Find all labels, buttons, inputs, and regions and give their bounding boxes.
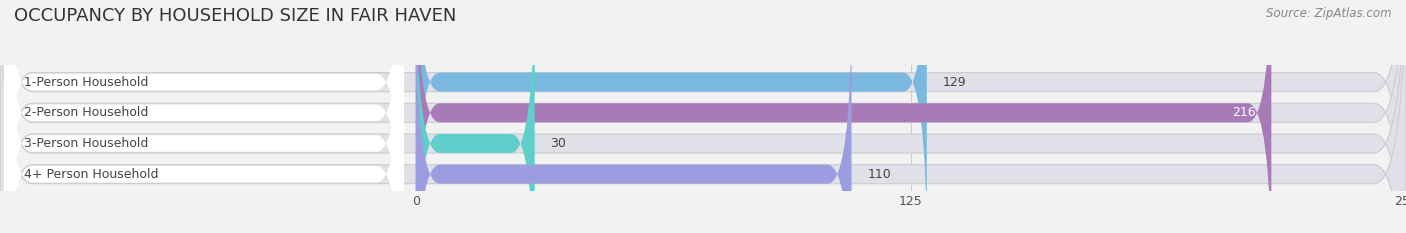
Text: OCCUPANCY BY HOUSEHOLD SIZE IN FAIR HAVEN: OCCUPANCY BY HOUSEHOLD SIZE IN FAIR HAVE… (14, 7, 457, 25)
Text: Source: ZipAtlas.com: Source: ZipAtlas.com (1267, 7, 1392, 20)
Text: 2-Person Household: 2-Person Household (24, 106, 148, 119)
FancyBboxPatch shape (416, 0, 1271, 233)
Text: 3-Person Household: 3-Person Household (24, 137, 148, 150)
Text: 216: 216 (1232, 106, 1256, 119)
Text: 4+ Person Household: 4+ Person Household (24, 168, 159, 181)
Text: 1-Person Household: 1-Person Household (24, 76, 148, 89)
FancyBboxPatch shape (4, 0, 404, 233)
Text: 110: 110 (868, 168, 891, 181)
FancyBboxPatch shape (4, 0, 404, 233)
FancyBboxPatch shape (416, 0, 852, 233)
FancyBboxPatch shape (416, 0, 534, 233)
FancyBboxPatch shape (416, 0, 927, 233)
FancyBboxPatch shape (4, 0, 404, 233)
Text: 30: 30 (551, 137, 567, 150)
FancyBboxPatch shape (4, 0, 404, 233)
Text: 129: 129 (942, 76, 966, 89)
